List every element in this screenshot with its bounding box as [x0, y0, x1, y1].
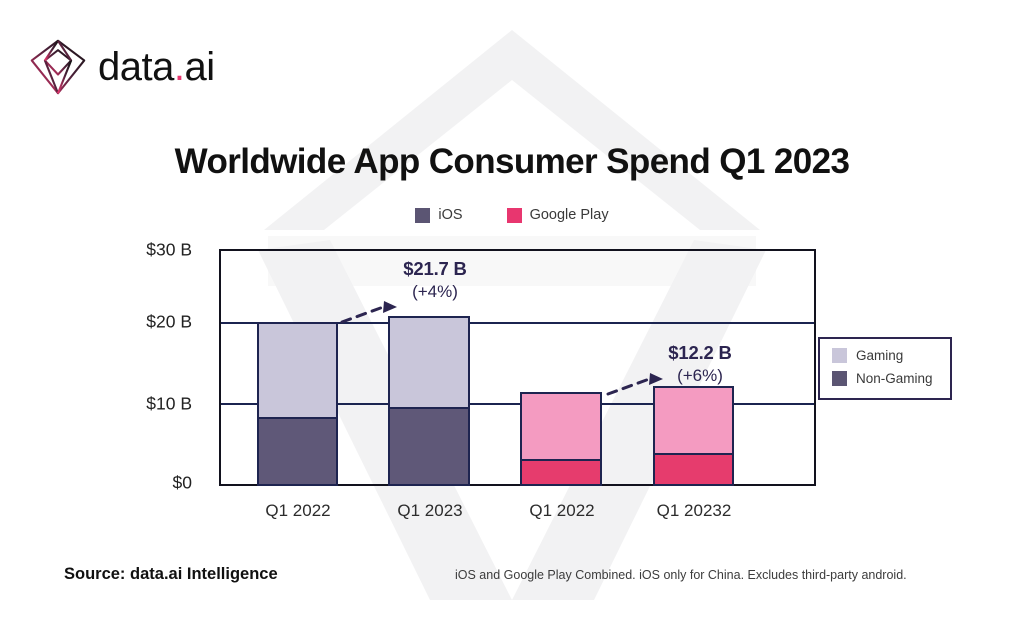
- logo-dot: .: [173, 45, 185, 89]
- legend-label-ios: iOS: [438, 207, 463, 223]
- x-axis: Q1 2022 Q1 2023 Q1 2022 Q1 20232: [219, 497, 816, 525]
- diamond-gem-icon: [30, 39, 86, 95]
- page-title: Worldwide App Consumer Spend Q1 2023: [174, 142, 850, 181]
- legend-item-gaming[interactable]: Gaming: [832, 348, 950, 363]
- bar-segment-gaming: [388, 316, 470, 409]
- y-tick-20: $20 B: [146, 311, 192, 332]
- bar-segment-non-gaming: [653, 453, 734, 486]
- legend-item-google-play[interactable]: Google Play: [506, 207, 609, 223]
- annotation-change: (+6%): [677, 366, 723, 385]
- bar-google-play-q1-2023[interactable]: [653, 386, 734, 486]
- legend-swatch-google-play: [506, 207, 522, 223]
- legend-swatch-ios: [415, 207, 431, 223]
- legend-item-non-gaming[interactable]: Non-Gaming: [832, 371, 950, 386]
- legend-label-gaming: Gaming: [856, 348, 904, 363]
- legend-item-ios[interactable]: iOS: [415, 207, 463, 223]
- annotation-ios-total: $21.7 B (+4%): [345, 258, 525, 302]
- annotation-google-play-total: $12.2 B (+6%): [610, 342, 790, 386]
- bar-segment-non-gaming: [388, 407, 470, 486]
- bar-segment-gaming: [520, 392, 602, 461]
- chart-legend: iOS Google Play: [0, 207, 1024, 223]
- y-tick-10: $10 B: [146, 393, 192, 414]
- bar-ios-q1-2023[interactable]: [388, 316, 470, 486]
- annotation-change: (+4%): [412, 282, 458, 301]
- source-label: Source: data.ai Intelligence: [64, 565, 278, 583]
- y-tick-30: $30 B: [146, 239, 192, 260]
- category-legend: Gaming Non-Gaming: [818, 337, 952, 400]
- footnote-text: iOS and Google Play Combined. iOS only f…: [455, 568, 907, 582]
- brand-logo-text: data.ai: [98, 47, 215, 87]
- legend-swatch-non-gaming: [832, 371, 847, 386]
- annotation-value: $21.7 B: [403, 258, 467, 279]
- x-tick-0: Q1 2022: [265, 501, 331, 520]
- legend-swatch-gaming: [832, 348, 847, 363]
- x-tick-1: Q1 2023: [397, 501, 463, 520]
- annotation-value: $12.2 B: [668, 342, 732, 363]
- x-tick-3: Q1 20232: [656, 501, 732, 520]
- bar-ios-q1-2022[interactable]: [257, 322, 338, 486]
- logo-word-ai: ai: [184, 45, 215, 89]
- y-axis: $30 B $20 B $10 B $0: [0, 240, 214, 493]
- bar-segment-gaming: [653, 386, 734, 455]
- bar-google-play-q1-2022[interactable]: [520, 392, 602, 486]
- brand-logo: data.ai: [28, 36, 258, 98]
- x-tick-2: Q1 2022: [529, 501, 595, 520]
- bar-segment-non-gaming: [257, 417, 338, 486]
- legend-label-non-gaming: Non-Gaming: [856, 371, 933, 386]
- logo-word-data: data: [98, 45, 174, 89]
- y-tick-0: $0: [172, 472, 192, 493]
- legend-label-google-play: Google Play: [529, 207, 609, 223]
- bar-segment-non-gaming: [520, 459, 602, 486]
- bar-segment-gaming: [257, 322, 338, 419]
